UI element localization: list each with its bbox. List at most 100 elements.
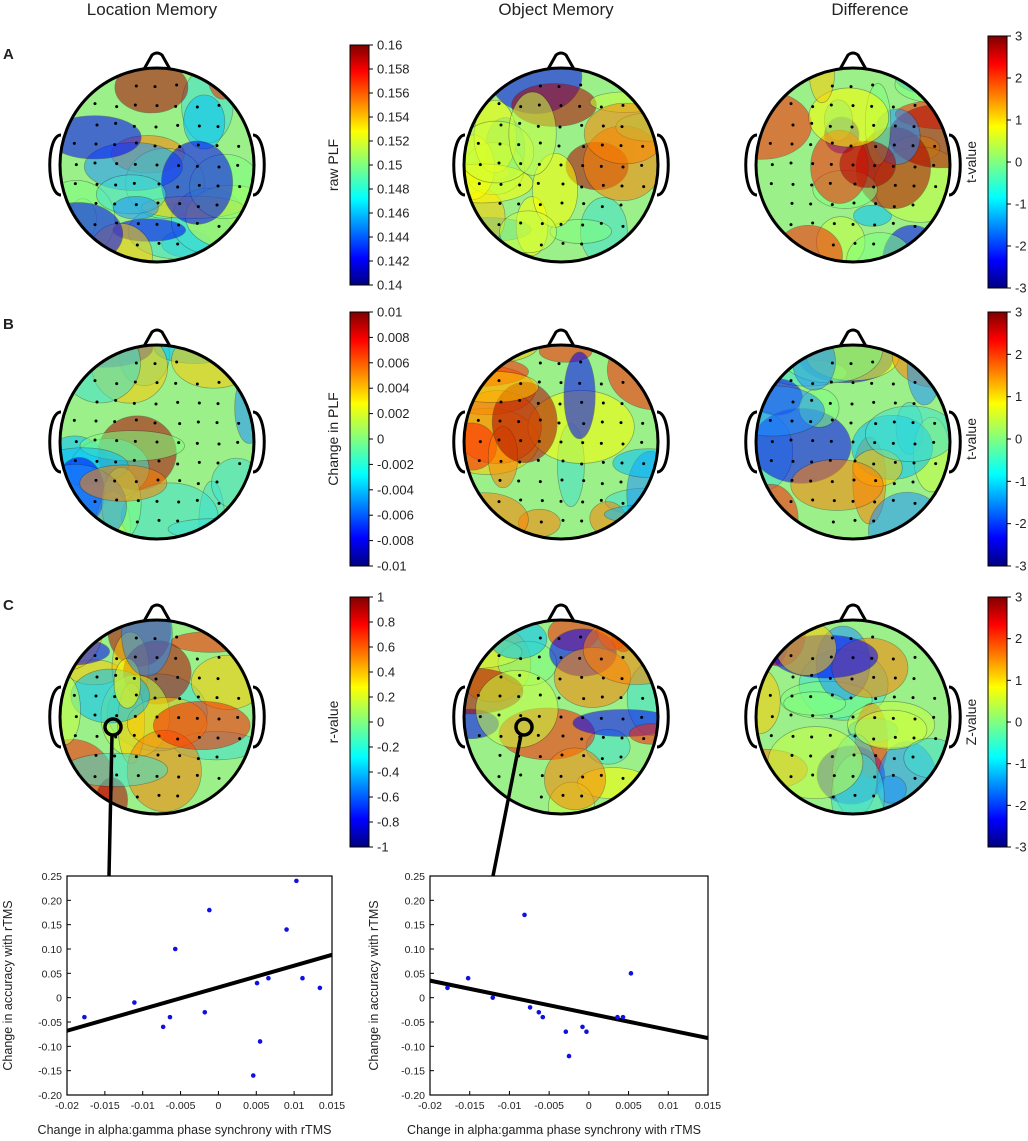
electrode-dot (156, 478, 160, 482)
y-tick-label: -0.10 (401, 1041, 425, 1053)
head-outline (58, 618, 256, 816)
electrode-dot (113, 695, 117, 699)
topomap-blob (582, 620, 658, 685)
electrode-dot (74, 163, 78, 167)
electrode-dot (789, 500, 793, 504)
topomap-blob (161, 140, 234, 225)
electrode-dot (830, 480, 834, 484)
electrode-dot (216, 677, 220, 681)
electrode-dot (153, 85, 157, 89)
electrode-dot (95, 734, 99, 738)
electrode-dot (830, 361, 834, 365)
topomap-blob (864, 405, 950, 462)
electrode-dot (891, 221, 895, 225)
electrode-dot (849, 421, 853, 425)
electrode-dot (578, 104, 582, 108)
electrode-dot (851, 774, 855, 778)
electrode-dot (599, 105, 603, 109)
electrode-dot (873, 775, 877, 779)
right-ear-outline (252, 685, 266, 749)
x-tick-label: 0.015 (319, 1100, 345, 1112)
electrode-dot (559, 715, 563, 719)
colorbar-tick-label: -3 (1015, 281, 1027, 296)
electrode-dot (874, 145, 878, 149)
electrode-dot (828, 733, 832, 737)
electrode-dot (536, 733, 540, 737)
electrode-dot (873, 441, 877, 445)
electrode-dot (642, 462, 646, 466)
electrode-dot (519, 382, 523, 386)
electrode-dot (114, 183, 118, 187)
electrode-dot (536, 124, 540, 128)
electrode-dot (892, 143, 896, 147)
electrode-dot (113, 479, 117, 483)
colorbar-tick-label: 0 (1015, 715, 1022, 730)
electrode-dot (599, 498, 603, 502)
electrode-dot (238, 737, 242, 741)
electrode-dot (538, 141, 542, 145)
electrode-dot (157, 518, 161, 522)
electrode-dot (872, 737, 876, 741)
topomap-blob (853, 204, 892, 227)
electrode-dot (538, 84, 542, 88)
electrode-dot (580, 462, 584, 466)
topomap-blob (171, 345, 254, 389)
electrode-dot (852, 753, 856, 757)
topomap-blob (464, 370, 539, 403)
electrode-dot (870, 656, 874, 660)
scatter-plot: -0.02 -0.015 -0.01 -0.005 0 0.005 0.01 0.015 0.2… (367, 871, 721, 1137)
electrode-dot (134, 693, 138, 697)
topomap (744, 328, 962, 541)
data-point (465, 975, 471, 981)
nose-outline (837, 603, 869, 624)
electrode-dot (933, 144, 937, 148)
electrode-dot (809, 695, 813, 699)
electrode-dot (849, 637, 853, 641)
electrode-dot (72, 693, 76, 697)
electrode-dot (195, 498, 199, 502)
electrode-dot (134, 84, 138, 88)
data-point (266, 975, 271, 981)
topomap (48, 603, 266, 816)
electrode-dot (872, 185, 876, 189)
electrode-dot (217, 165, 221, 169)
electrode-dot (216, 125, 220, 129)
data-point (317, 985, 323, 991)
electrode-dot (791, 182, 795, 186)
electrode-dot (830, 755, 834, 759)
electrode-dot (518, 121, 522, 125)
electrode-dot (174, 656, 178, 660)
electrode-dot (601, 183, 605, 187)
electrode-dot (600, 757, 604, 761)
electrode-dot (811, 382, 815, 386)
data-point (563, 1029, 569, 1035)
electrode-dot (94, 201, 98, 205)
right-ear-outline (252, 410, 266, 474)
data-point (584, 1029, 589, 1035)
topomap-blob (62, 752, 169, 787)
electrode-dot (911, 755, 915, 759)
electrode-dot (871, 360, 875, 364)
colorbar-tick-label: -0.6 (377, 790, 399, 805)
electrode-dot (853, 518, 857, 522)
electrode-dot (829, 714, 833, 718)
colorbar-gradient (349, 311, 370, 567)
electrode-dot (559, 381, 563, 385)
topomap-blob (464, 345, 539, 365)
electrode-dot (197, 460, 201, 464)
topomap-blob (508, 91, 557, 176)
electrode-dot (178, 697, 182, 701)
electrode-dot (619, 755, 623, 759)
electrode-dot (872, 462, 876, 466)
electrode-dot (94, 753, 98, 757)
electrode-dot (217, 442, 221, 446)
electrode-dot (599, 441, 603, 445)
electrode-dot (621, 380, 625, 384)
y-axis-label: Change in accuracy with rTMS (367, 900, 381, 1070)
topomap-blob (603, 503, 658, 526)
colorbar-tick-label: 2 (1015, 347, 1022, 362)
electrode-dot (811, 657, 815, 661)
electrode-dot (155, 499, 159, 503)
electrode-dot (621, 442, 625, 446)
colorbar-tick-label: 1 (1015, 113, 1022, 128)
